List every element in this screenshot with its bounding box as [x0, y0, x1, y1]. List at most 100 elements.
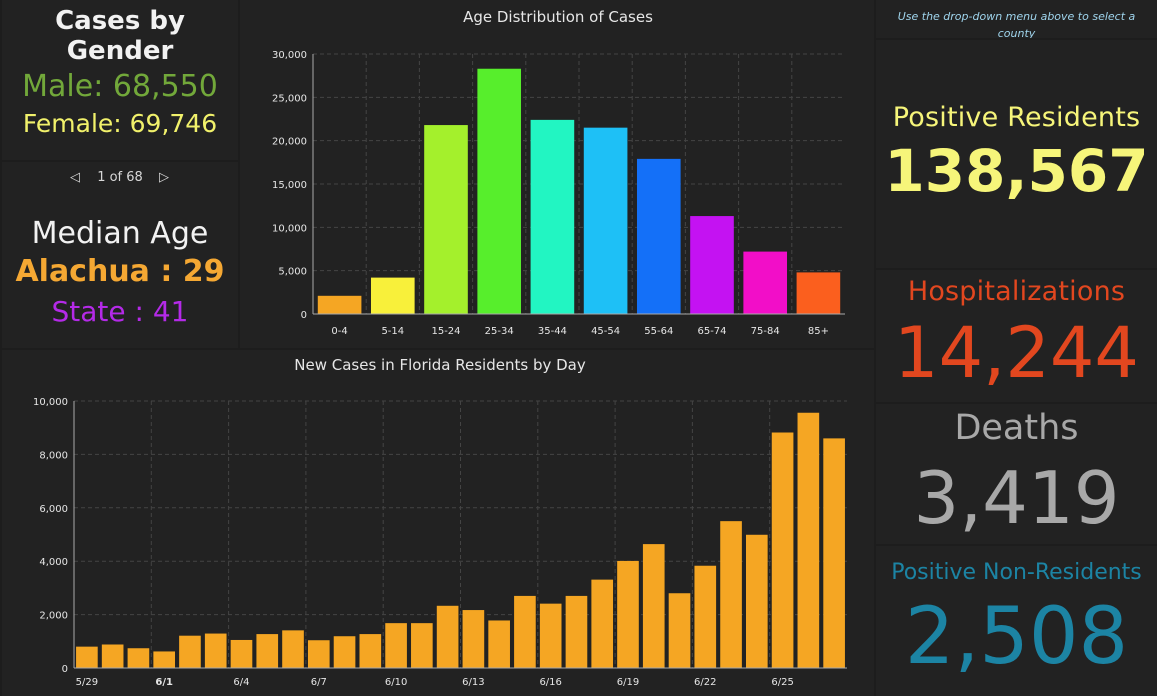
deaths-value: 3,419	[913, 456, 1120, 540]
hospitalizations-panel: Hospitalizations 14,244	[876, 270, 1157, 402]
bar-6-18	[591, 579, 614, 668]
x-tick-label: 6/7	[311, 677, 327, 688]
non-residents-value: 2,508	[904, 592, 1129, 682]
previous-page-button[interactable]: ◁	[70, 170, 80, 185]
y-tick-label: 10,000	[33, 397, 68, 408]
bar-25-34	[477, 68, 522, 314]
bar-5-14	[370, 277, 415, 314]
x-tick-label: 0-4	[331, 326, 347, 337]
bar-15-24	[424, 125, 468, 314]
median-age-title: Median Age	[31, 216, 209, 251]
next-page-button[interactable]: ▷	[159, 170, 169, 185]
page-indicator: 1 of 68	[97, 170, 143, 185]
bar-6-7	[307, 640, 330, 668]
positive-residents-value: 138,567	[884, 137, 1149, 205]
x-tick-label: 25-34	[485, 326, 514, 337]
y-tick-label: 20,000	[272, 137, 307, 148]
median-panel: ◁ 1 of 68 ▷ Median Age Alachua : 29 Stat…	[2, 162, 238, 348]
bar-6-14	[488, 620, 510, 668]
x-tick-label: 6/10	[385, 677, 407, 688]
y-tick-label: 25,000	[272, 93, 307, 104]
x-tick-label: 35-44	[538, 326, 567, 337]
hospitalizations-value: 14,244	[894, 312, 1139, 394]
bar-0-4	[317, 295, 362, 314]
x-tick-label: 6/4	[233, 677, 249, 688]
bar-5-29	[76, 646, 98, 668]
bar-6-11	[411, 623, 433, 668]
bar-85-	[796, 272, 841, 314]
bar-6-19	[617, 560, 639, 668]
x-tick-label: 6/25	[771, 677, 793, 688]
bar-6-16	[539, 603, 562, 668]
bar-6-26	[797, 412, 820, 668]
bar-6-24	[745, 534, 768, 668]
bar-6-27	[823, 438, 845, 668]
female-count: Female: 69,746	[22, 109, 218, 138]
x-tick-label: 6/22	[694, 677, 716, 688]
y-tick-label: 5,000	[278, 267, 307, 278]
x-tick-label: 65-74	[697, 326, 726, 337]
gender-title: Cases by Gender	[55, 6, 185, 66]
x-tick-label: 6/19	[617, 677, 639, 688]
instruction-text: Use the drop-down menu above to select a…	[897, 10, 1136, 38]
age-chart-panel: Age Distribution of Cases 0 5,000 10,000 15,…	[240, 0, 874, 348]
bar-6-20	[642, 544, 665, 668]
x-tick-label: 85+	[808, 326, 829, 337]
y-tick-label: 6,000	[39, 504, 68, 515]
y-tick-label: 0	[62, 664, 68, 675]
male-count: Male: 68,550	[22, 69, 218, 104]
y-tick-label: 15,000	[272, 180, 307, 191]
bar-6-25	[771, 432, 794, 668]
bar-6-4	[230, 639, 253, 668]
bar-6-8	[333, 636, 356, 668]
positive-residents-panel: Positive Residents 138,567	[876, 40, 1157, 268]
x-tick-label: 45-54	[591, 326, 620, 337]
bar-6-5	[256, 634, 279, 668]
bar-6-22	[694, 565, 717, 668]
x-tick-label: 6/1	[155, 677, 173, 688]
bar-6-12	[436, 605, 459, 668]
y-tick-label: 0	[301, 310, 307, 321]
bar-35-44	[530, 119, 575, 314]
bar-6-21	[668, 593, 691, 668]
y-tick-label: 4,000	[39, 557, 68, 568]
x-tick-label: 55-64	[644, 326, 673, 337]
non-residents-panel: Positive Non-Residents 2,508	[876, 546, 1157, 696]
gender-panel: Cases by Gender Male: 68,550 Female: 69,…	[2, 0, 238, 160]
bar-6-6	[282, 630, 304, 668]
pager: ◁ 1 of 68 ▷	[2, 168, 238, 190]
bar-6-13	[462, 610, 485, 668]
y-tick-label: 2,000	[39, 611, 68, 622]
chart-title: New Cases in Florida Residents by Day	[294, 356, 586, 374]
x-tick-label: 15-24	[431, 326, 460, 337]
age-distribution-chart: Age Distribution of Cases 0 5,000 10,000 15,…	[272, 8, 845, 337]
positive-residents-label: Positive Residents	[892, 102, 1141, 133]
bar-6-2	[179, 635, 201, 668]
x-tick-label: 5-14	[381, 326, 404, 337]
daily-chart-panel: New Cases in Florida Residents by Day 0 2,…	[2, 350, 874, 696]
bar-55-64	[636, 158, 681, 314]
bar-6-10	[385, 623, 407, 668]
bar-6-17	[565, 595, 588, 668]
hospitalizations-label: Hospitalizations	[907, 276, 1126, 307]
bar-6-9	[359, 634, 382, 668]
x-tick-label: 6/13	[462, 677, 484, 688]
x-tick-label: 6/16	[539, 677, 561, 688]
y-tick-label: 10,000	[272, 223, 307, 234]
x-tick-label: 5/29	[76, 677, 98, 688]
bar-75-84	[743, 251, 788, 314]
median-age-state: State : 41	[51, 295, 189, 328]
bar-6-1	[153, 651, 176, 668]
bar-6-23	[720, 521, 742, 668]
x-tick-label: 75-84	[751, 326, 780, 337]
median-age-county: Alachua : 29	[15, 254, 225, 289]
bar-45-54	[583, 127, 628, 315]
bar-5-30	[101, 644, 124, 668]
bar-6-3	[204, 633, 227, 668]
daily-cases-chart: New Cases in Florida Residents by Day 0 2,…	[33, 356, 847, 688]
bar-65-74	[690, 216, 734, 314]
y-tick-label: 8,000	[39, 450, 68, 461]
bar-6-15	[514, 595, 536, 668]
chart-title: Age Distribution of Cases	[463, 8, 653, 26]
instruction-panel: Use the drop-down menu above to select a…	[876, 0, 1157, 38]
